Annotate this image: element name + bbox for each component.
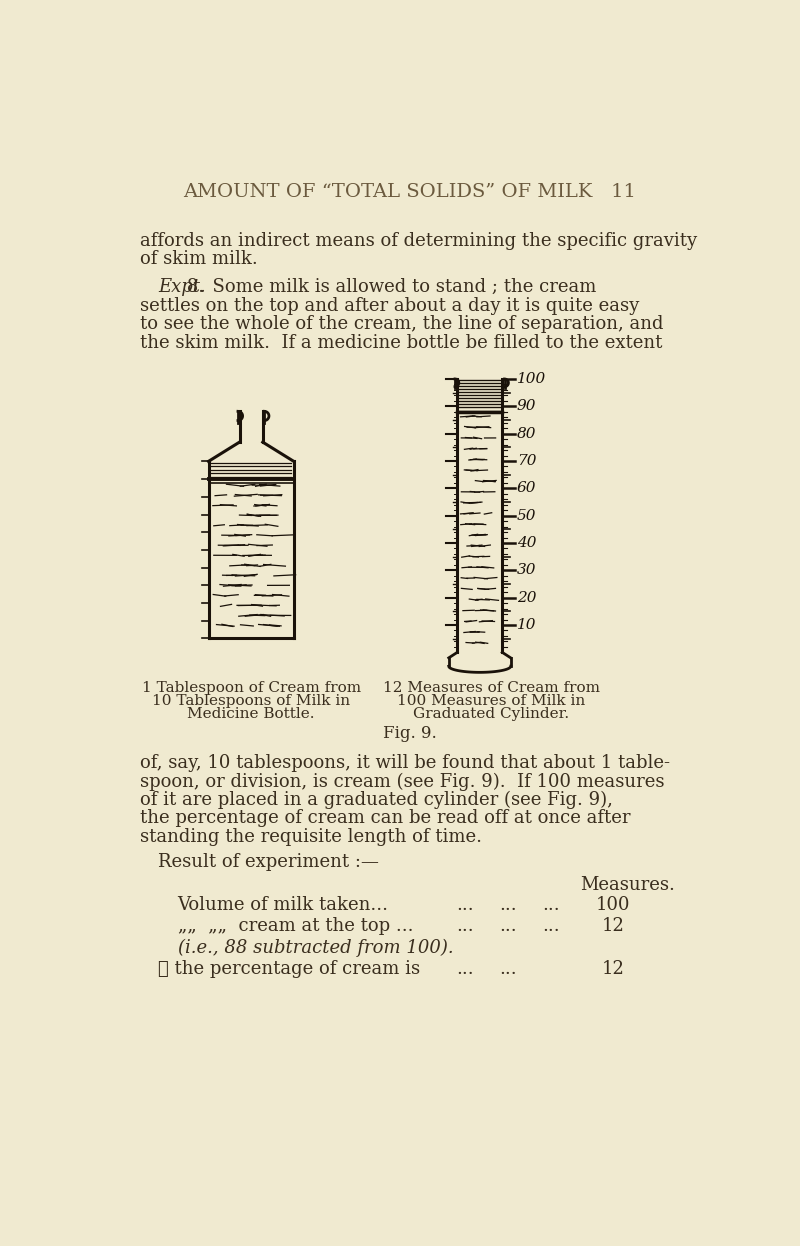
Text: 100: 100 <box>596 896 630 913</box>
Text: of, say, 10 tablespoons, it will be found that about 1 table-: of, say, 10 tablespoons, it will be foun… <box>140 754 670 773</box>
Text: 8.: 8. <box>182 278 205 297</box>
Text: ...: ... <box>542 917 559 936</box>
Text: spoon, or division, is cream (see Fig. 9).  If 100 measures: spoon, or division, is cream (see Fig. 9… <box>140 773 665 791</box>
Text: standing the requisite length of time.: standing the requisite length of time. <box>140 827 482 846</box>
Text: ...: ... <box>499 896 517 913</box>
Text: Volume of milk taken...: Volume of milk taken... <box>178 896 389 913</box>
Text: 1 Tablespoon of Cream from: 1 Tablespoon of Cream from <box>142 680 361 695</box>
Text: AMOUNT OF “TOTAL SOLIDS” OF MILK   11: AMOUNT OF “TOTAL SOLIDS” OF MILK 11 <box>183 183 637 201</box>
Text: Fig. 9.: Fig. 9. <box>383 725 437 741</box>
Text: 80: 80 <box>517 426 537 441</box>
Text: Result of experiment :—: Result of experiment :— <box>158 852 379 871</box>
Text: 100 Measures of Milk in: 100 Measures of Milk in <box>398 694 586 708</box>
Text: 70: 70 <box>517 454 537 468</box>
Text: 30: 30 <box>517 563 537 577</box>
Text: 60: 60 <box>517 481 537 496</box>
Text: the percentage of cream can be read off at once after: the percentage of cream can be read off … <box>140 810 630 827</box>
Text: ...: ... <box>542 896 559 913</box>
Text: the skim milk.  If a medicine bottle be filled to the extent: the skim milk. If a medicine bottle be f… <box>140 334 662 351</box>
Text: 12: 12 <box>602 917 625 936</box>
Text: ...: ... <box>457 896 474 913</box>
Text: 40: 40 <box>517 536 537 549</box>
Text: of skim milk.: of skim milk. <box>140 249 258 268</box>
Text: ...: ... <box>499 917 517 936</box>
Text: affords an indirect means of determining the specific gravity: affords an indirect means of determining… <box>140 232 698 250</box>
Text: 12 Measures of Cream from: 12 Measures of Cream from <box>383 680 600 695</box>
Text: Graduated Cylinder.: Graduated Cylinder. <box>414 706 570 721</box>
Text: Measures.: Measures. <box>581 876 675 893</box>
Text: 10: 10 <box>517 618 537 632</box>
Text: Medicine Bottle.: Medicine Bottle. <box>187 706 315 721</box>
Text: „„  „„  cream at the top ...: „„ „„ cream at the top ... <box>178 917 413 936</box>
Text: ∴ the percentage of cream is: ∴ the percentage of cream is <box>158 961 420 978</box>
Text: ...: ... <box>499 961 517 978</box>
Text: Some milk is allowed to stand ; the cream: Some milk is allowed to stand ; the crea… <box>201 278 596 297</box>
Text: 10 Tablespoons of Milk in: 10 Tablespoons of Milk in <box>152 694 350 708</box>
Text: 12: 12 <box>602 961 625 978</box>
Text: 20: 20 <box>517 591 537 604</box>
Text: ...: ... <box>457 961 474 978</box>
Text: to see the whole of the cream, the line of separation, and: to see the whole of the cream, the line … <box>140 315 664 333</box>
Text: 90: 90 <box>517 399 537 414</box>
Text: ...: ... <box>457 917 474 936</box>
Text: of it are placed in a graduated cylinder (see Fig. 9),: of it are placed in a graduated cylinder… <box>140 791 613 809</box>
Text: 50: 50 <box>517 508 537 522</box>
Text: (i.e., 88 subtracted from 100).: (i.e., 88 subtracted from 100). <box>178 938 453 957</box>
Text: settles on the top and after about a day it is quite easy: settles on the top and after about a day… <box>140 297 639 314</box>
Text: Expt.: Expt. <box>158 278 206 297</box>
Text: 100: 100 <box>517 373 546 386</box>
